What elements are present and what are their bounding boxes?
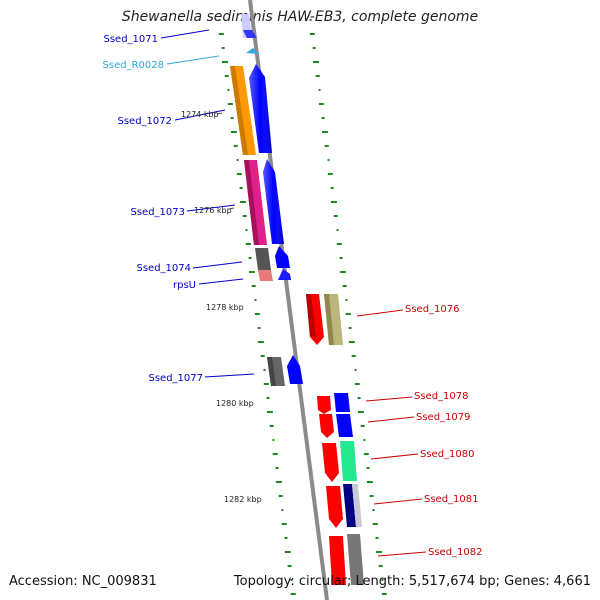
label-ssed-1073[interactable]: Ssed_1073	[130, 207, 185, 218]
kbp-label-1280: 1280 kbp	[216, 399, 254, 408]
kbp-label-1276: 1276 kbp	[194, 206, 232, 215]
gene-ssed-1079-feature[interactable]	[319, 414, 353, 438]
label-leader-lines	[160, 29, 427, 557]
label-ssed-1081[interactable]: Ssed_1081	[424, 494, 479, 505]
gene-ssed-1081-feature[interactable]	[326, 484, 362, 528]
label-ssed-1076[interactable]: Ssed_1076	[405, 304, 460, 315]
kbp-label-1282: 1282 kbp	[224, 495, 262, 504]
map-title: Shewanella sediminis HAW-EB3, complete g…	[121, 9, 479, 25]
kbp-label-1274: 1274 kbp	[181, 110, 219, 119]
gc-ticks-right	[309, 19, 387, 595]
label-ssed-1079[interactable]: Ssed_1079	[416, 412, 471, 423]
gene-ssed-1078-feature[interactable]	[317, 393, 350, 414]
label-ssed-1074[interactable]: Ssed_1074	[136, 263, 191, 274]
gene-ssed-1076-feature[interactable]	[306, 294, 343, 345]
genome-summary-text: Topology: circular; Length: 5,517,674 bp…	[233, 574, 591, 589]
gene-ssed-1074-feature[interactable]	[255, 246, 290, 270]
gc-ticks-left	[218, 19, 296, 595]
label-ssed-1077[interactable]: Ssed_1077	[148, 373, 203, 384]
gene-ssed-1071-feature[interactable]	[241, 14, 257, 38]
kbp-label-1278: 1278 kbp	[206, 303, 244, 312]
accession-text: Accession: NC_009831	[9, 574, 157, 589]
label-rpsu[interactable]: rpsU	[173, 280, 196, 291]
label-ssed-1078[interactable]: Ssed_1078	[414, 391, 469, 402]
label-ssed-1082[interactable]: Ssed_1082	[428, 547, 483, 558]
label-ssed-1071[interactable]: Ssed_1071	[103, 34, 158, 45]
gene-ssed-r0028-feature[interactable]	[246, 48, 259, 54]
label-ssed-1072[interactable]: Ssed_1072	[117, 116, 172, 127]
label-ssed-r0028[interactable]: Ssed_R0028	[103, 60, 164, 71]
position-ruler: 1274 kbp 1276 kbp 1278 kbp 1280 kbp 1282…	[181, 110, 262, 504]
gene-ssed-1082-feature[interactable]	[329, 534, 364, 585]
gene-ssed-1072-feature[interactable]	[230, 64, 272, 155]
label-ssed-1080[interactable]: Ssed_1080	[420, 449, 475, 460]
gene-labels: Ssed_1071 Ssed_R0028 Ssed_1072 Ssed_1073…	[103, 34, 483, 558]
gene-rpsu-feature[interactable]	[258, 269, 291, 281]
gene-ssed-1080-feature[interactable]	[322, 441, 357, 482]
gene-ssed-1073-feature[interactable]	[244, 159, 284, 245]
gene-ssed-1077-feature[interactable]	[267, 355, 303, 386]
